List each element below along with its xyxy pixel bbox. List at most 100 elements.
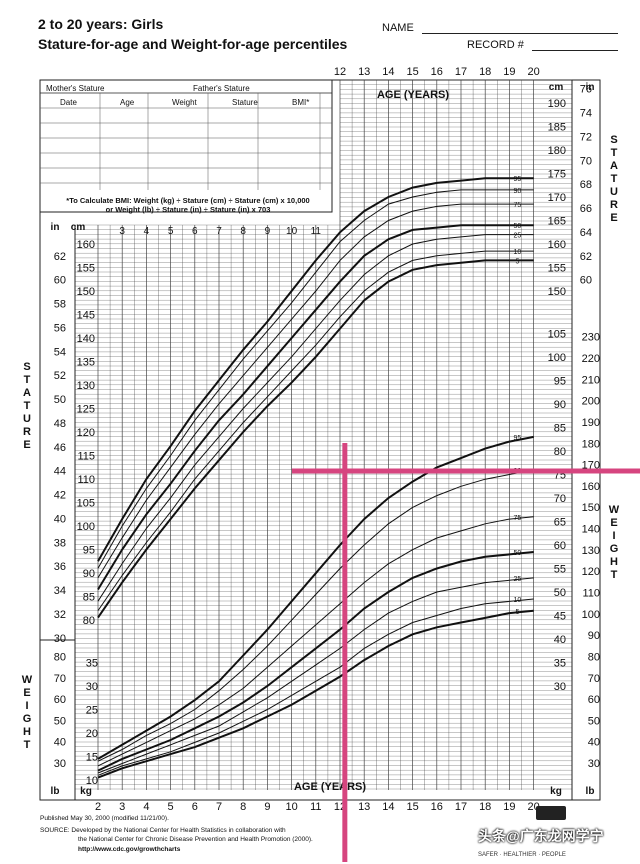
stature-in-tick: 34 [54,585,66,597]
weight-lb-tick-right: 160 [582,481,600,493]
stature-curve-10 [97,250,534,611]
chart-labels: 2 334455667788991010111112121313141415151… [22,66,620,813]
stature-side-label-right: S [610,134,617,146]
age-tick-top: 15 [406,66,418,78]
col-date: Date [60,98,77,107]
stature-cm-tick-right: 160 [548,239,566,251]
stature-curve-label-90: 90 [514,188,522,195]
stature-curve-75 [97,203,534,578]
weight-kg-tick-right: 70 [554,493,566,505]
weight-kg-tick-right: 105 [548,329,566,341]
stature-side-label-right: A [610,160,618,172]
stature-cm-tick-right: 190 [548,98,566,110]
stature-cm-tick: 145 [77,310,95,322]
age-tick-bottom: 5 [168,801,174,813]
weight-kg-tick-right: 95 [554,376,566,388]
unit-lb: lb [51,786,60,797]
stature-side-label: R [23,426,31,438]
stature-cm-tick: 155 [77,263,95,275]
weight-side-label-right: I [612,530,615,542]
stature-cm-tick-right: 165 [548,216,566,228]
age-tick-bottom: 3 [119,801,125,813]
stature-in-tick-right: 60 [580,275,592,287]
stature-side-label-right: T [611,147,618,159]
weight-lb-tick-right: 230 [582,332,600,344]
weight-lb-tick-right: 60 [588,694,600,706]
stature-curve-label-25: 25 [514,233,522,240]
stature-cm-tick: 160 [77,239,95,251]
weight-lb-tick-right: 70 [588,673,600,685]
weight-lb-tick-right: 120 [582,566,600,578]
weight-kg-tick-right: 90 [554,399,566,411]
stature-in-tick: 62 [54,251,66,263]
bmi-note: *To Calculate BMI: Weight (kg) ÷ Stature… [42,196,334,214]
stature-curve-95 [97,177,534,562]
weight-lb-tick-right: 100 [582,609,600,621]
source-url[interactable]: http://www.cdc.gov/growthcharts [78,846,181,853]
weight-curve-5 [97,609,534,779]
cdc-logo-icon [536,806,566,820]
weight-kg-tick-right: 55 [554,564,566,576]
stature-in-tick: 30 [54,633,66,645]
stature-in-tick: 48 [54,418,66,430]
unit-cm: cm [71,222,86,233]
stature-in-tick: 56 [54,322,66,334]
stature-curve-label-50: 50 [514,223,522,230]
stature-side-label: T [24,400,31,412]
published-note: Published May 30, 2000 (modified 11/21/0… [40,815,169,822]
age-tick-inner: 8 [240,226,246,237]
weight-kg-tick-right: 80 [554,446,566,458]
age-tick-top: 19 [503,66,515,78]
stature-cm-tick-right: 170 [548,192,566,204]
age-tick-bottom: 14 [382,801,394,813]
stature-side-label-right: R [610,199,618,211]
weight-side-label: G [23,713,32,725]
bmi-note-line-2: or Weight (lb) ÷ Stature (in) ÷ Stature … [105,205,271,214]
chart-markers [292,443,640,862]
record-label: RECORD # [467,39,524,51]
name-field[interactable] [422,33,618,34]
age-tick-bottom: 11 [310,801,321,813]
weight-side-label-right: T [611,569,618,581]
stature-cm-tick-right: 155 [548,263,566,275]
stature-cm-tick: 100 [77,521,95,533]
age-tick-inner: 7 [216,226,222,237]
weight-side-label: T [24,739,31,751]
weight-kg-tick-right: 35 [554,658,566,670]
stature-in-tick: 36 [54,561,66,573]
form-box [39,79,333,213]
weight-kg-tick: 10 [86,775,98,787]
age-tick-inner: 5 [168,226,174,237]
stature-cm-tick: 115 [77,451,95,463]
x-axis-label-bottom: AGE (YEARS) [294,781,366,793]
weight-lb-tick-right: 180 [582,438,600,450]
age-tick-top: 12 [334,66,346,78]
percentile-curves [97,177,534,779]
age-tick-inner: 11 [311,226,322,237]
stature-in-tick: 38 [54,537,66,549]
weight-kg-tick: 30 [86,681,98,693]
stature-side-label: E [23,439,30,451]
weight-lb-tick-right: 220 [582,353,600,365]
weight-kg-tick: 20 [86,728,98,740]
weight-curve-50 [97,551,534,772]
weight-side-label: E [23,687,30,699]
stature-cm-tick: 120 [77,427,95,439]
weight-curve-25 [97,577,534,774]
age-tick-top: 20 [527,66,539,78]
stature-in-tick-right: 64 [580,227,592,239]
weight-kg-tick: 25 [86,705,98,717]
weight-kg-tick-right: 60 [554,540,566,552]
age-tick-bottom: 9 [264,801,270,813]
weight-kg-tick-right: 40 [554,634,566,646]
age-tick-bottom: 19 [503,801,515,813]
age-tick-top: 14 [382,66,394,78]
record-field[interactable] [532,50,618,51]
age-tick-top: 17 [455,66,467,78]
stature-in-tick-right: 62 [580,251,592,263]
stature-side-label-right: U [610,186,618,198]
stature-curve-90 [97,189,534,569]
weight-lb-tick: 60 [54,694,66,706]
weight-kg-tick-right: 30 [554,681,566,693]
age-tick-bottom: 13 [358,801,370,813]
